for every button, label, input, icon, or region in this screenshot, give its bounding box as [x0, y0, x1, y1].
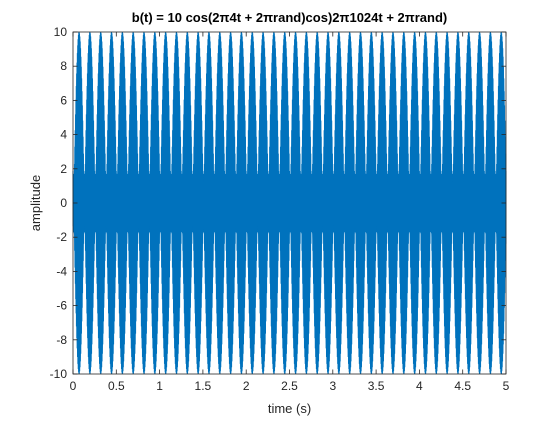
y-tick-label: -4: [56, 264, 67, 278]
y-tick-label: -10: [50, 367, 68, 381]
x-tick-label: 0: [70, 379, 77, 393]
x-tick-label: 1.5: [195, 379, 212, 393]
x-tick-label: 4.5: [454, 379, 471, 393]
y-tick-label: -8: [56, 333, 67, 347]
x-tick-label: 4: [416, 379, 423, 393]
y-tick-label: -6: [56, 299, 67, 313]
x-tick-label: 1: [156, 379, 163, 393]
y-axis-label: amplitude: [28, 175, 43, 231]
x-tick-label: 3.5: [368, 379, 385, 393]
x-tick-label: 2.5: [281, 379, 298, 393]
y-tick-label: -2: [56, 230, 67, 244]
y-tick-label: 6: [60, 93, 67, 107]
chart-title: b(t) = 10 cos(2π4t + 2πrand)cos)2π1024t …: [132, 10, 447, 25]
x-axis-label: time (s): [268, 401, 311, 416]
x-tick-label: 2: [243, 379, 250, 393]
y-tick-label: 10: [54, 25, 68, 39]
x-tick-label: 3: [329, 379, 336, 393]
y-tick-label: 8: [60, 59, 67, 73]
x-tick-label: 5: [503, 379, 510, 393]
y-tick-label: 4: [60, 128, 67, 142]
y-tick-label: 0: [60, 196, 67, 210]
x-tick-label: 0.5: [108, 379, 125, 393]
y-tick-label: 2: [60, 162, 67, 176]
